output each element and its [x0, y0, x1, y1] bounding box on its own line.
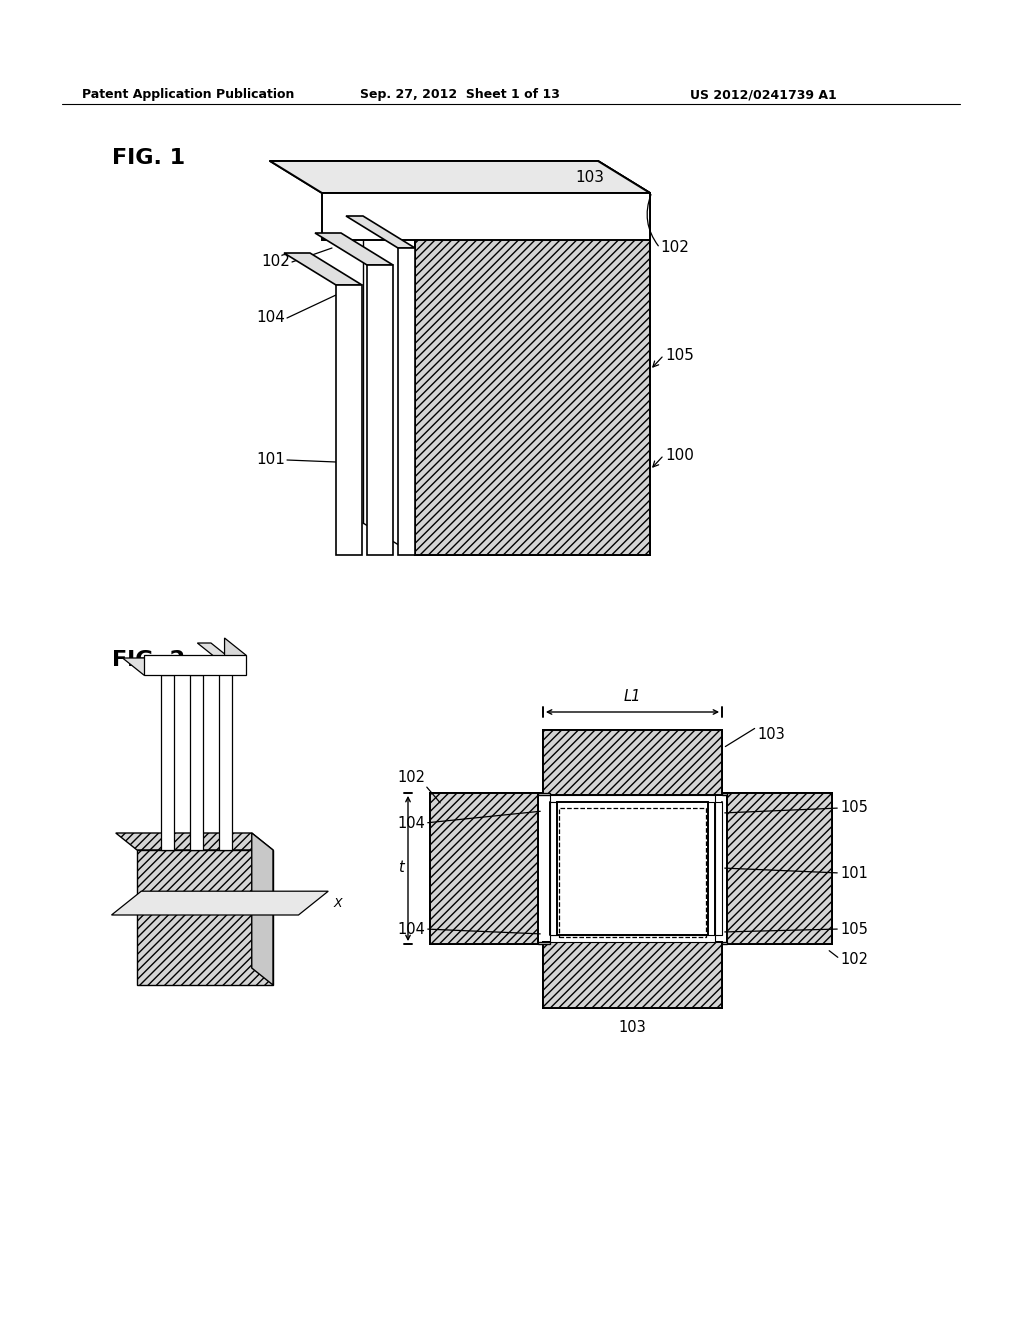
Text: t: t [398, 861, 404, 875]
Bar [722, 942, 727, 944]
Text: 102: 102 [397, 770, 425, 785]
Bar [430, 793, 538, 944]
Text: 105: 105 [840, 921, 868, 936]
Bar [550, 803, 557, 935]
Text: FIG. 1: FIG. 1 [112, 148, 185, 168]
Text: FIG. 2: FIG. 2 [112, 649, 185, 671]
Polygon shape [270, 161, 650, 193]
Text: 104: 104 [397, 921, 425, 936]
Text: 106: 106 [618, 861, 646, 875]
Polygon shape [169, 657, 204, 675]
Text: 101: 101 [256, 453, 285, 467]
Text: 103: 103 [575, 170, 604, 186]
Polygon shape [116, 833, 273, 850]
Bar [550, 935, 715, 942]
Polygon shape [362, 162, 650, 195]
Polygon shape [189, 675, 204, 850]
Polygon shape [143, 655, 246, 675]
Bar [538, 942, 550, 944]
Bar [557, 803, 708, 935]
Polygon shape [198, 643, 232, 660]
Bar [715, 803, 722, 935]
Bar [538, 793, 550, 795]
Polygon shape [112, 891, 329, 915]
Bar [543, 942, 722, 1008]
Text: 105: 105 [665, 347, 694, 363]
Polygon shape [367, 265, 393, 554]
Text: L1: L1 [624, 689, 641, 704]
Polygon shape [336, 285, 362, 554]
Text: 100: 100 [665, 447, 694, 462]
Polygon shape [598, 161, 650, 240]
Polygon shape [398, 248, 415, 554]
Bar [550, 795, 715, 803]
Text: 103: 103 [618, 1020, 646, 1035]
Bar [543, 730, 722, 795]
Text: 103: 103 [757, 727, 784, 742]
Polygon shape [322, 193, 650, 240]
Text: 104: 104 [397, 816, 425, 830]
Bar [727, 793, 831, 944]
Text: 102: 102 [660, 240, 689, 256]
Polygon shape [284, 253, 362, 285]
Polygon shape [137, 850, 273, 985]
Polygon shape [139, 657, 174, 675]
Text: 102: 102 [840, 952, 868, 966]
Polygon shape [123, 657, 246, 675]
Bar [559, 808, 706, 937]
Text: 105: 105 [840, 800, 868, 816]
Text: Sep. 27, 2012  Sheet 1 of 13: Sep. 27, 2012 Sheet 1 of 13 [360, 88, 560, 102]
Text: Patent Application Publication: Patent Application Publication [82, 88, 294, 102]
Polygon shape [224, 638, 246, 675]
Bar [722, 793, 727, 795]
Text: 104: 104 [256, 310, 285, 326]
Polygon shape [161, 675, 174, 850]
Polygon shape [598, 162, 650, 554]
Text: US 2012/0241739 A1: US 2012/0241739 A1 [690, 88, 837, 102]
Text: X: X [333, 896, 342, 909]
Polygon shape [218, 660, 232, 850]
Polygon shape [252, 833, 273, 985]
Polygon shape [346, 216, 415, 248]
Text: 101: 101 [840, 866, 868, 880]
Polygon shape [415, 195, 650, 554]
Text: 102: 102 [261, 255, 290, 269]
Polygon shape [315, 234, 393, 265]
